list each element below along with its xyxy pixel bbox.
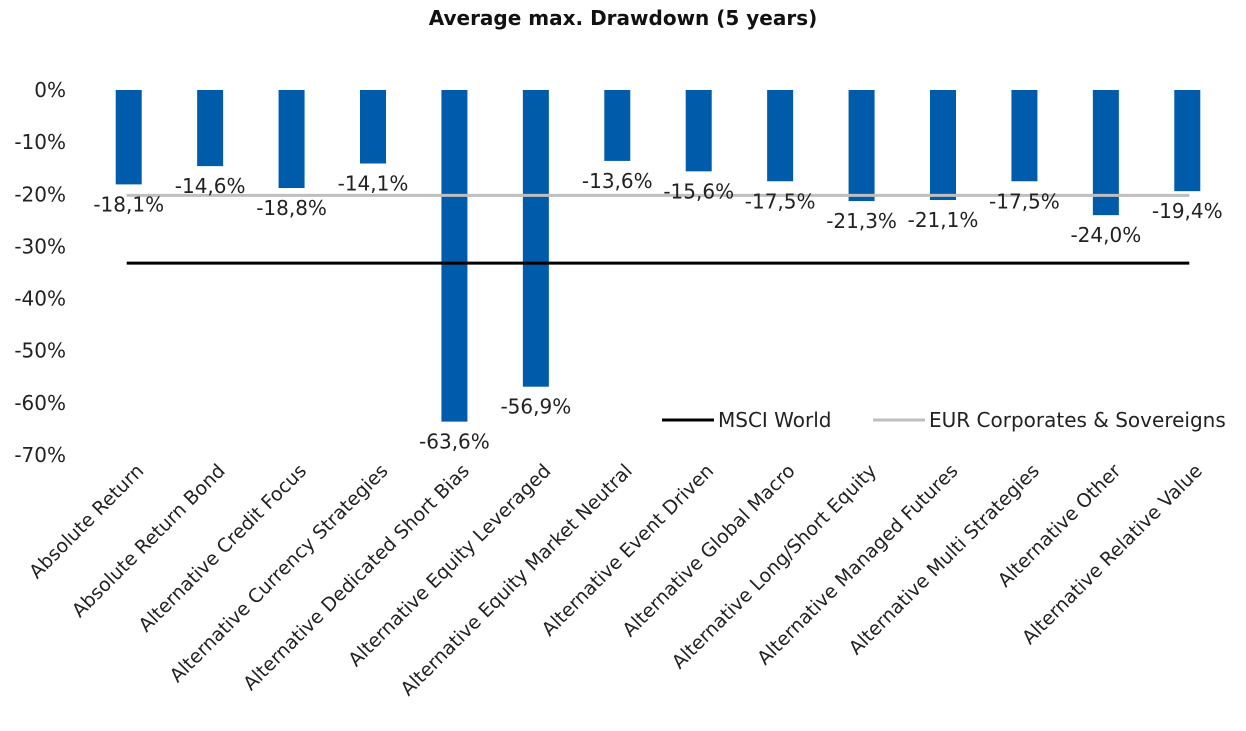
bar — [360, 90, 386, 164]
reference-lines — [126, 193, 1190, 265]
category-label: Alternative Global Macro — [618, 460, 799, 641]
bar — [767, 90, 794, 182]
data-label: -17,5% — [989, 189, 1060, 213]
y-tick-label: -20% — [14, 182, 66, 206]
data-label: -18,1% — [93, 192, 164, 216]
bar — [1011, 90, 1038, 182]
data-label: -18,8% — [256, 196, 327, 220]
bar — [1174, 90, 1201, 192]
data-label: -19,4% — [1152, 199, 1223, 223]
category-label: Absolute Return Bond — [68, 460, 230, 622]
data-labels: -18,1% -14,6% -18,8% -14,1% -63,6% -56,9% -13,… — [93, 169, 1222, 454]
data-label: -24,0% — [1070, 223, 1141, 247]
bar — [604, 90, 631, 161]
bar — [115, 90, 142, 185]
bar — [848, 90, 875, 202]
data-label: -21,3% — [826, 209, 897, 233]
data-label: -21,1% — [908, 208, 979, 232]
data-label: -14,6% — [175, 174, 246, 198]
bar — [522, 90, 549, 387]
bar — [278, 90, 305, 189]
legend-label: MSCI World — [718, 408, 832, 432]
data-label: -14,1% — [338, 172, 409, 196]
data-label: -17,5% — [745, 189, 816, 213]
y-tick-label: 0% — [34, 78, 66, 102]
data-label: -15,6% — [663, 179, 734, 203]
y-axis: 0% -10% -20% -30% -40% -50% -60% -70% — [14, 78, 66, 467]
y-tick-label: -30% — [14, 234, 66, 258]
category-label: Alternative Credit Focus — [135, 460, 312, 637]
data-label: -56,9% — [500, 395, 571, 419]
bar — [441, 90, 468, 422]
bar — [197, 90, 224, 167]
y-tick-label: -60% — [14, 391, 66, 415]
data-label: -63,6% — [419, 430, 490, 454]
legend: MSCI World EUR Corporates & Sovereigns — [662, 408, 1226, 432]
data-label: -13,6% — [582, 169, 653, 193]
bars — [115, 90, 1201, 422]
bar — [930, 90, 956, 201]
y-tick-label: -70% — [14, 443, 66, 467]
category-label: Alternative Event Driven — [538, 460, 719, 641]
chart-title: Average max. Drawdown (5 years) — [428, 6, 818, 30]
y-tick-label: -50% — [14, 339, 66, 363]
legend-label: EUR Corporates & Sovereigns — [929, 408, 1226, 432]
bar — [685, 90, 712, 172]
y-tick-label: -10% — [14, 130, 66, 154]
y-tick-label: -40% — [14, 287, 66, 311]
